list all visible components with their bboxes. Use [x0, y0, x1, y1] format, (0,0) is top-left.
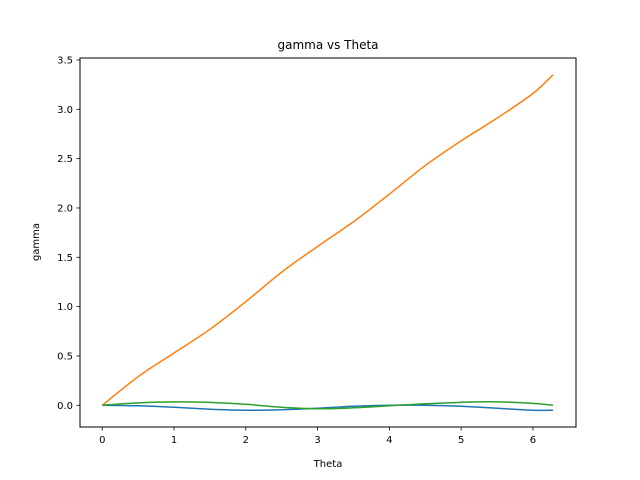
series-layer: [101, 74, 554, 412]
x-tick-label: 1: [171, 435, 177, 446]
y-tick-label: 2.5: [57, 154, 73, 165]
series-line-1: [102, 404, 554, 412]
y-tick-label: 2.0: [57, 203, 73, 214]
y-tick-label: 3.0: [57, 105, 73, 116]
y-tick-label: 1.0: [57, 302, 73, 313]
y-tick-label: 0.5: [57, 351, 73, 362]
series-line-2: [101, 74, 554, 406]
x-tick-label: 3: [314, 435, 320, 446]
y-axis-label: gamma: [31, 223, 42, 261]
x-tick-label: 6: [530, 435, 536, 446]
x-tick-label: 2: [243, 435, 249, 446]
series-line-3: [102, 401, 554, 410]
y-tick-label: 0.0: [57, 401, 73, 412]
x-axis: 0 1 2 3 4 5 6: [99, 427, 536, 446]
y-tick-label: 1.5: [57, 253, 73, 264]
x-tick-label: 5: [458, 435, 464, 446]
y-axis: 0.0 0.5 1.0 1.5 2.0 2.5 3.0 3.5: [57, 55, 80, 412]
x-tick-label: 4: [386, 435, 392, 446]
chart-title: gamma vs Theta: [277, 38, 378, 52]
x-tick-label: 0: [99, 435, 105, 446]
y-tick-label: 3.5: [57, 55, 73, 66]
x-axis-label: Theta: [313, 459, 343, 470]
plot-frame: [79, 57, 577, 428]
